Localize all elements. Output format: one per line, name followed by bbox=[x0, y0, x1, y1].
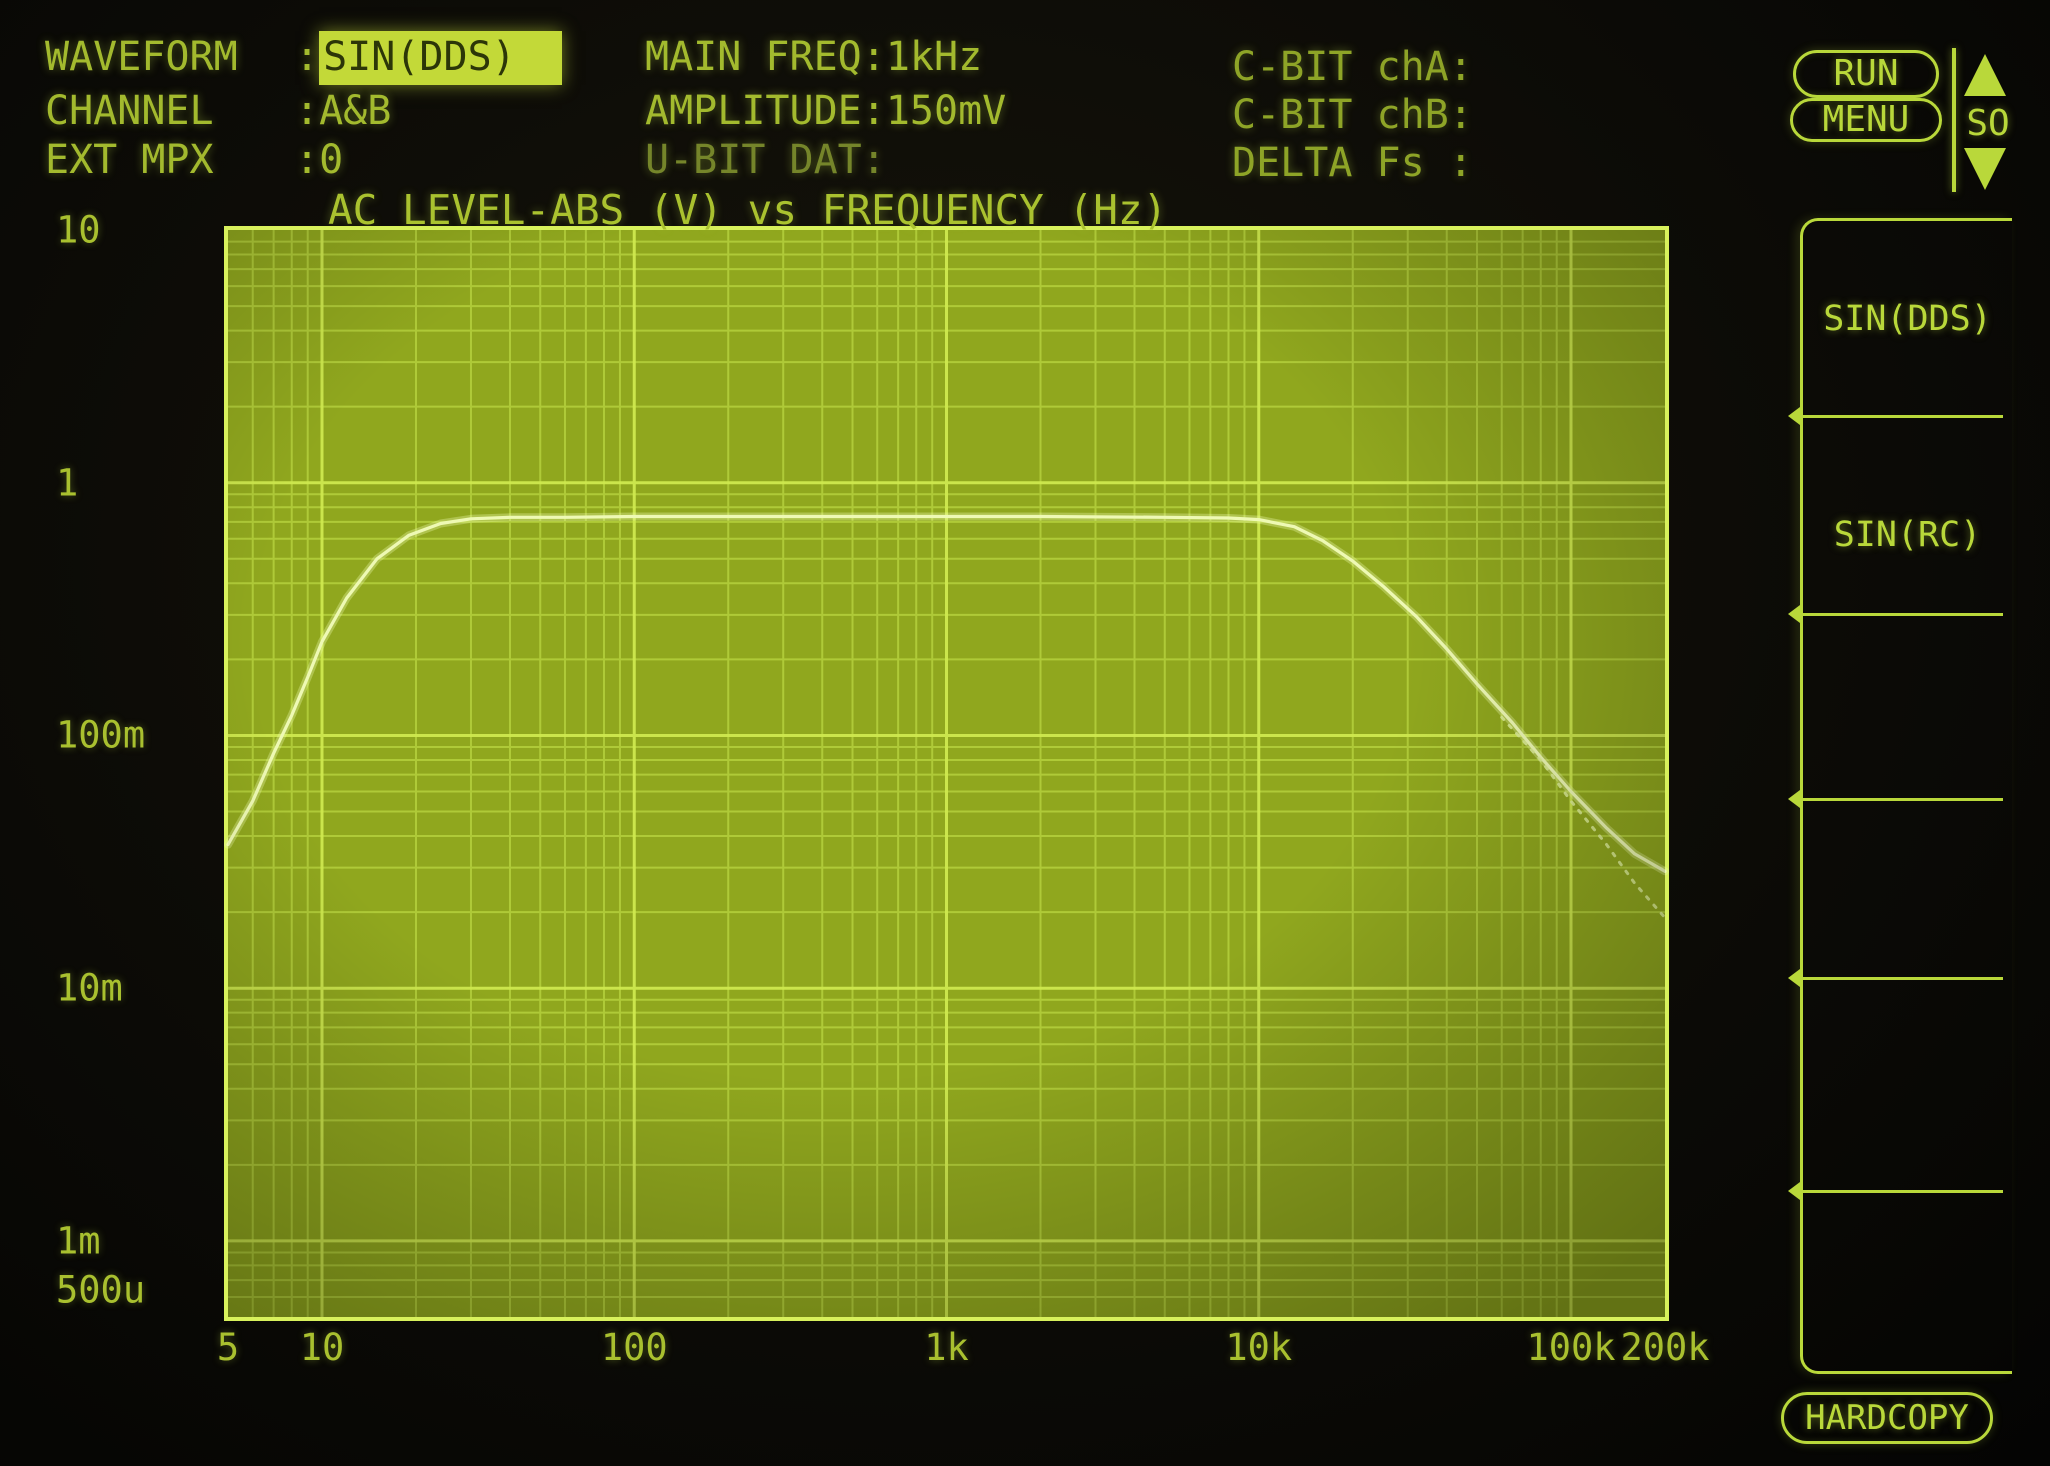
control-separator bbox=[1952, 48, 1956, 192]
ext-mpx-row: EXT MPX:0 bbox=[45, 137, 343, 183]
x-tick-200k: 200k bbox=[1620, 1326, 1710, 1369]
main-freq-label: MAIN FREQ bbox=[645, 34, 862, 80]
main-freq-sep: : bbox=[861, 34, 886, 80]
softkey-divider bbox=[1788, 1182, 2003, 1200]
x-tick-1k: 1k bbox=[924, 1326, 969, 1369]
channel-label: CHANNEL bbox=[45, 88, 214, 134]
x-tick-100: 100 bbox=[600, 1326, 668, 1369]
main-freq-value[interactable]: 1kHz bbox=[885, 34, 983, 80]
ext-mpx-label: EXT MPX bbox=[45, 137, 214, 183]
waveform-value[interactable]: SIN(DDS) bbox=[319, 31, 562, 85]
hardcopy-button[interactable]: HARDCOPY bbox=[1781, 1392, 1993, 1444]
amplitude-sep: : bbox=[861, 88, 886, 134]
channel-value[interactable]: A&B bbox=[319, 88, 392, 134]
softkey-1-label: SIN(DDS) bbox=[1823, 299, 1992, 339]
softkey-panel: SIN(DDS) SIN(RC) bbox=[1788, 218, 2012, 1374]
c-bit-chb: C-BIT chB: bbox=[1232, 92, 1473, 138]
softkey-divider bbox=[1788, 790, 2003, 808]
softkey-2-label: SIN(RC) bbox=[1833, 515, 1982, 555]
waveform-label: WAVEFORM bbox=[45, 34, 238, 80]
ext-mpx-sep: : bbox=[295, 137, 320, 183]
y-tick-1m: 1m bbox=[56, 1219, 101, 1263]
y-tick-10m: 10m bbox=[56, 966, 123, 1010]
y-tick-500u: 500u bbox=[56, 1268, 146, 1312]
delta-fs: DELTA Fs : bbox=[1232, 140, 1473, 186]
softkey-divider bbox=[1788, 969, 2003, 987]
plot-border bbox=[224, 226, 1669, 1321]
plot-vignette bbox=[228, 230, 1665, 1317]
amplitude-value[interactable]: 150mV bbox=[885, 88, 1007, 134]
u-bit-sep: : bbox=[861, 137, 886, 183]
waveform-sep: : bbox=[295, 34, 320, 80]
y-tick-100m: 100m bbox=[56, 713, 146, 757]
c-bit-cha: C-BIT chA: bbox=[1232, 44, 1473, 90]
softkey-6[interactable] bbox=[1803, 1193, 2012, 1374]
softkey-1[interactable]: SIN(DDS) bbox=[1803, 221, 2012, 415]
y-tick-10: 10 bbox=[56, 208, 101, 252]
menu-button[interactable]: MENU bbox=[1790, 98, 1942, 142]
softkey-2[interactable]: SIN(RC) bbox=[1803, 418, 2012, 613]
waveform-row: WAVEFORM: SIN(DDS) bbox=[45, 31, 562, 85]
x-tick-10k: 10k bbox=[1225, 1326, 1293, 1369]
arrow-down-icon[interactable] bbox=[1964, 148, 2006, 190]
channel-sep: : bbox=[295, 88, 320, 134]
ext-mpx-value[interactable]: 0 bbox=[319, 137, 344, 183]
arrow-up-icon[interactable] bbox=[1964, 54, 2006, 96]
run-button[interactable]: RUN bbox=[1793, 50, 1939, 98]
x-tick-10: 10 bbox=[299, 1326, 345, 1369]
u-bit-label: U-BIT DAT bbox=[645, 137, 862, 183]
channel-row: CHANNEL:A&B bbox=[45, 88, 391, 134]
softkey-4[interactable] bbox=[1803, 801, 2012, 977]
u-bit-row: U-BIT DAT: bbox=[645, 137, 886, 183]
softkey-5[interactable] bbox=[1803, 980, 2012, 1190]
so-indicator: SO bbox=[1966, 103, 2010, 144]
x-tick-100k: 100k bbox=[1526, 1326, 1616, 1369]
amplitude-label: AMPLITUDE bbox=[645, 88, 862, 134]
amplitude-row: AMPLITUDE:150mV bbox=[645, 88, 1006, 134]
chart-title: AC LEVEL-ABS (V) vs FREQUENCY (Hz) bbox=[328, 186, 1168, 234]
softkey-divider bbox=[1788, 407, 2003, 425]
softkey-3[interactable] bbox=[1803, 616, 2012, 798]
main-freq-row: MAIN FREQ:1kHz bbox=[645, 34, 982, 80]
softkey-divider bbox=[1788, 605, 2003, 623]
x-tick-5: 5 bbox=[216, 1326, 240, 1369]
y-tick-1: 1 bbox=[56, 461, 79, 505]
